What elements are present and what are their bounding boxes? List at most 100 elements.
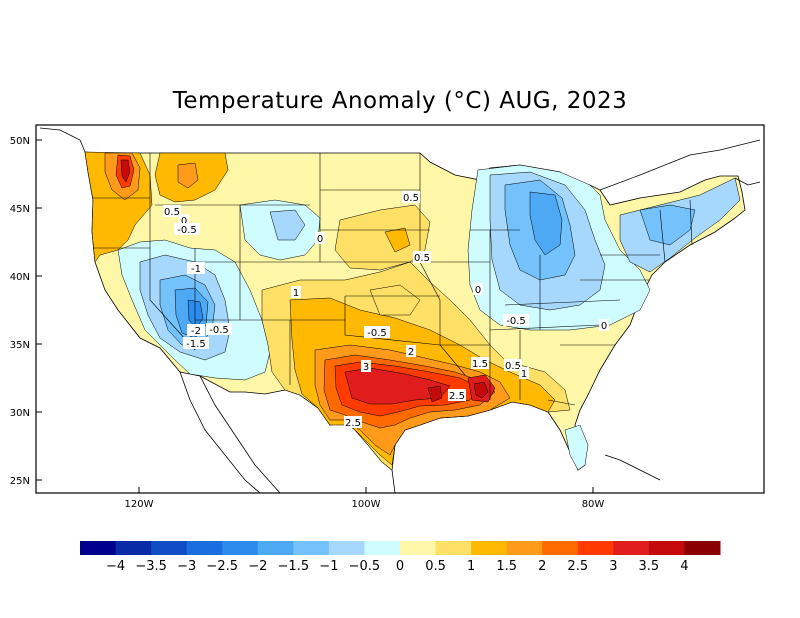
lon-tick-label: 100W (352, 499, 381, 510)
colorbar-label: 3 (609, 559, 617, 574)
region-montana-warmer (177, 162, 199, 189)
nova-scotia-outline (734, 177, 761, 186)
region-gulf-hottest (427, 385, 443, 403)
contour-labels: 0.5 0 -0.5 0.5 0 0.5 -1 1 -2 -0.5 -1.5 -… (163, 191, 609, 429)
contour-label: 0.5 (403, 193, 419, 204)
colorbar-label: −2 (248, 559, 267, 574)
contour-label: 0.5 (505, 361, 521, 372)
latitude-axis: 50N 45N 40N 35N 30N 25N (10, 136, 42, 487)
state-line-tn-ky (489, 324, 601, 331)
colorbar-label: 0 (396, 559, 404, 574)
colorbar-label: 1 (467, 559, 475, 574)
colorbar-swatch (471, 541, 508, 555)
contour-label: 0.5 (164, 207, 180, 218)
colorbar: −4 −3.5 −3 −2.5 −2 −1.5 −1 −0.5 0 0.5 1 1.5 2 2.5 3 3.5… (80, 541, 721, 574)
contour-label: -0.5 (177, 225, 197, 236)
contour-label: 0 (601, 321, 607, 332)
lat-tick-label: 50N (10, 136, 30, 147)
region-great-basin-coldest (187, 299, 204, 329)
baja-outline (199, 375, 281, 493)
colorbar-label: 1.5 (496, 559, 517, 574)
colorbar-label: 4 (680, 559, 688, 574)
colorbar-swatch (684, 541, 721, 555)
canada-coast-outline (39, 127, 86, 153)
map-title: Temperature Anomaly (°C) AUG, 2023 (172, 88, 628, 114)
contour-label: 1 (293, 288, 299, 299)
region-plains-warmer (384, 227, 411, 253)
contour-label: 3 (363, 362, 369, 373)
contour-label: 0 (475, 285, 481, 296)
colorbar-swatch (115, 541, 152, 555)
colorbar-label: 2 (538, 559, 546, 574)
state-line-nv-ca (149, 248, 196, 351)
colorbar-label: 0.5 (425, 559, 446, 574)
colorbar-swatch (542, 541, 579, 555)
colorbar-swatch (400, 541, 437, 555)
contour-label: -1.5 (186, 339, 206, 350)
colorbar-swatch (222, 541, 259, 555)
contour-label: 1 (521, 369, 527, 380)
state-line-new-england (659, 209, 666, 263)
colorbar-label: −0.5 (349, 559, 381, 574)
cuba-outline (604, 454, 661, 481)
lon-tick-label: 120W (125, 499, 154, 510)
lon-tick-label: 80W (582, 499, 605, 510)
contour-label: 0 (317, 234, 323, 245)
region-louisiana-hottest (473, 381, 489, 399)
colorbar-label: −1.5 (278, 559, 310, 574)
contour-label: 0.5 (414, 253, 430, 264)
region-florida-cool (564, 424, 589, 471)
lat-tick-label: 35N (10, 340, 30, 351)
lat-tick-label: 45N (10, 204, 30, 215)
contour-label: 1.5 (472, 359, 488, 370)
contour-label: -0.5 (209, 325, 229, 336)
colorbar-label: −2.5 (206, 559, 238, 574)
colorbar-swatch (435, 541, 472, 555)
colorbar-label: 3.5 (639, 559, 660, 574)
contour-label: -2 (191, 326, 201, 337)
contour-label: 0 (181, 216, 187, 227)
colorbar-label: −4 (106, 559, 125, 574)
region-great-lakes-colder (529, 191, 563, 256)
contour-label: 2.5 (345, 418, 361, 429)
colorbar-swatch (577, 541, 614, 555)
colorbar-label: −1 (319, 559, 338, 574)
region-kansas-warm (369, 284, 421, 316)
state-line-vt-nh (689, 199, 693, 246)
colorbar-swatch (257, 541, 294, 555)
state-line-ga-fl (547, 399, 576, 406)
colorbar-label: 2.5 (567, 559, 588, 574)
colorbar-label: −3 (177, 559, 196, 574)
colorbar-swatch (80, 541, 117, 555)
colorbar-swatch (613, 541, 650, 555)
map-frame (35, 124, 765, 494)
colorbar-swatch (648, 541, 685, 555)
contour-label: 2 (408, 347, 414, 358)
contour-label: -1 (191, 264, 201, 275)
colorbar-label: −3.5 (135, 559, 167, 574)
longitude-axis: 120W 100W 80W (125, 487, 605, 510)
mexico-west-outline (179, 371, 261, 493)
state-line-ky-oh (504, 299, 621, 306)
colorbar-swatch (328, 541, 365, 555)
colorbar-swatch (151, 541, 188, 555)
colorbar-swatch (293, 541, 330, 555)
mexico-gulf-outline (391, 469, 396, 493)
contour-label: -0.5 (506, 316, 526, 327)
region-northeast-cold (639, 204, 696, 246)
region-nw-hottest (120, 159, 131, 183)
anomaly-field (84, 151, 746, 471)
lat-tick-label: 25N (10, 476, 30, 487)
colorbar-swatch (186, 541, 223, 555)
colorbar-swatch (364, 541, 401, 555)
colorbar-swatch (506, 541, 543, 555)
state-line-ok-tx (344, 296, 441, 346)
region-wyoming-cooler (269, 209, 306, 241)
contour-label: -0.5 (367, 328, 387, 339)
contour-label: 2.5 (449, 391, 465, 402)
lat-tick-label: 30N (10, 408, 30, 419)
canada-east-outline (599, 139, 761, 191)
land-outlines (39, 127, 761, 493)
lat-tick-label: 40N (10, 272, 30, 283)
